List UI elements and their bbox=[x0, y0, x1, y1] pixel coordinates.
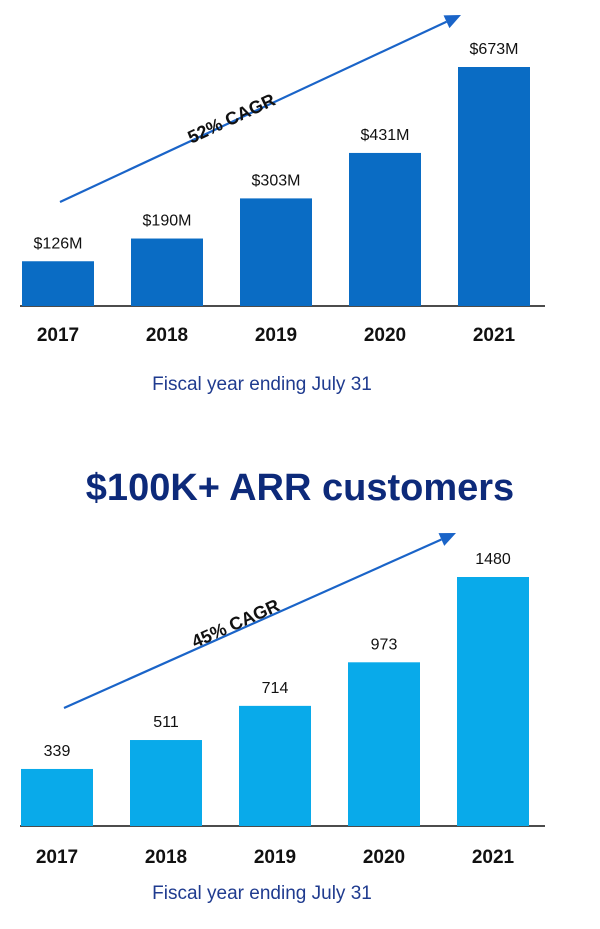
fiscal-year-caption: Fiscal year ending July 31 bbox=[152, 883, 372, 904]
category-label-2021: 2021 bbox=[472, 847, 515, 868]
category-label-2017: 2017 bbox=[36, 847, 78, 868]
category-label-2017: 2017 bbox=[37, 325, 79, 346]
fiscal-year-caption: Fiscal year ending July 31 bbox=[152, 374, 372, 395]
cagr-arrow-head bbox=[443, 15, 461, 29]
top-chart: $126M 2017 $190M 2018 $303M 2019 $431M 2020 $673… bbox=[20, 15, 545, 395]
value-label-2021: $673M bbox=[470, 41, 519, 58]
bar-2020 bbox=[349, 152, 421, 306]
value-label-2018: $190M bbox=[143, 213, 192, 230]
bar-2019 bbox=[239, 705, 311, 826]
customers-chart-title: $100K+ ARR customers bbox=[85, 467, 515, 509]
bottom-chart: 339 2017 511 2018 714 2019 973 2020 1480 2021 45% … bbox=[20, 533, 545, 904]
bar-2021 bbox=[458, 67, 530, 306]
bar-2019 bbox=[240, 198, 312, 306]
value-label-2021: 1480 bbox=[475, 551, 511, 568]
bar-2017 bbox=[21, 768, 93, 826]
category-label-2019: 2019 bbox=[255, 325, 297, 346]
bar-2017 bbox=[22, 261, 94, 306]
bar-2020 bbox=[348, 662, 420, 826]
cagr-arrow-line bbox=[63, 538, 442, 710]
cagr-arrow-line bbox=[59, 20, 447, 203]
cagr-arrow-head bbox=[438, 533, 456, 546]
bar-2018 bbox=[131, 238, 203, 306]
value-label-2018: 511 bbox=[153, 714, 179, 731]
value-label-2020: 973 bbox=[371, 636, 398, 653]
cagr-label: 45% CAGR bbox=[189, 595, 283, 652]
value-label-2020: $431M bbox=[361, 127, 410, 144]
category-label-2019: 2019 bbox=[254, 847, 296, 868]
category-label-2018: 2018 bbox=[146, 325, 188, 346]
value-label-2019: 714 bbox=[262, 680, 289, 697]
category-label-2020: 2020 bbox=[364, 325, 406, 346]
category-label-2021: 2021 bbox=[473, 325, 516, 346]
value-label-2019: $303M bbox=[252, 172, 301, 189]
cagr-label: 52% CAGR bbox=[185, 90, 279, 148]
bar-2021 bbox=[457, 577, 529, 826]
category-label-2018: 2018 bbox=[145, 847, 187, 868]
value-label-2017: 339 bbox=[44, 743, 71, 760]
category-label-2020: 2020 bbox=[363, 847, 405, 868]
bar-2018 bbox=[130, 740, 202, 826]
value-label-2017: $126M bbox=[34, 235, 83, 252]
